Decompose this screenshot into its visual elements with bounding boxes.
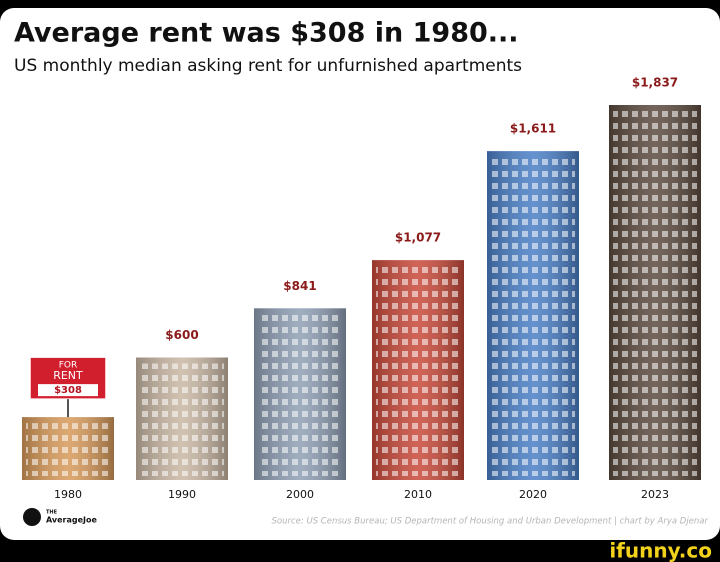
value-label: $1,077 (395, 231, 441, 245)
brand: AverageJoe (46, 516, 98, 525)
source: Source: US Census Bureau; US Department … (272, 517, 709, 527)
bar-windows (26, 423, 110, 476)
sign-text: RENT (53, 369, 83, 382)
bar-windows (613, 111, 697, 476)
bar-windows (258, 314, 342, 476)
value-label: $600 (165, 328, 198, 342)
value-label: $308 (54, 385, 82, 396)
brand-logo (23, 508, 41, 526)
value-label: $841 (283, 279, 316, 293)
x-tick-label: 1990 (168, 488, 196, 501)
value-label: $1,837 (632, 76, 678, 90)
watermark: ifunny.co (609, 539, 712, 562)
bar-windows (140, 363, 224, 476)
chart-subtitle: US monthly median asking rent for unfurn… (14, 56, 522, 76)
x-tick-label: 2010 (404, 488, 432, 501)
x-tick-label: 2020 (519, 488, 547, 501)
bar-windows (491, 157, 575, 476)
brand-prefix: THE (46, 510, 58, 516)
value-label: $1,611 (510, 122, 556, 136)
sign-text: FOR (59, 361, 78, 371)
x-tick-label: 2023 (641, 488, 669, 501)
chart-title: Average rent was $308 in 1980... (14, 18, 519, 49)
sign-price-box (38, 384, 98, 397)
bar-windows (376, 266, 460, 476)
x-tick-label: 1980 (54, 488, 82, 501)
x-tick-label: 2000 (286, 488, 314, 501)
